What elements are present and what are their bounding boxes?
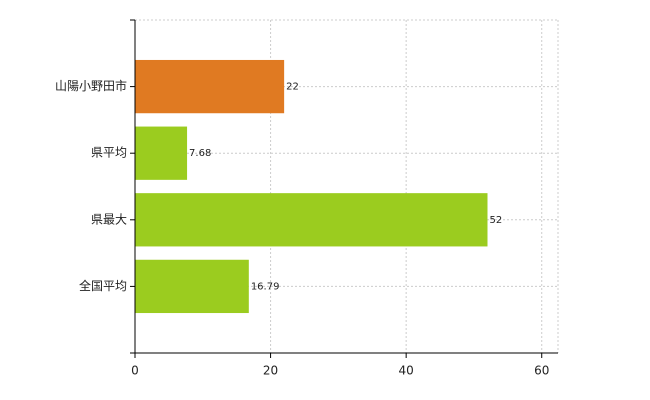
bar (135, 259, 249, 314)
value-label: 52 (490, 215, 503, 226)
y-tick-label: 県平均 (91, 146, 127, 160)
value-label: 22 (286, 82, 299, 93)
y-tick-label: 山陽小野田市 (55, 78, 127, 93)
y-tick-label: 全国平均 (79, 278, 127, 293)
x-tick-label: 0 (131, 364, 139, 378)
x-tick-label: 40 (399, 364, 414, 378)
y-tick-label: 県最大 (91, 212, 127, 226)
x-tick-label: 20 (263, 364, 278, 378)
value-label: 7.68 (189, 148, 211, 159)
x-tick-label: 60 (534, 364, 549, 378)
bar (135, 193, 488, 247)
bar (135, 126, 188, 180)
value-label: 16.79 (251, 281, 280, 292)
bar (135, 59, 285, 114)
